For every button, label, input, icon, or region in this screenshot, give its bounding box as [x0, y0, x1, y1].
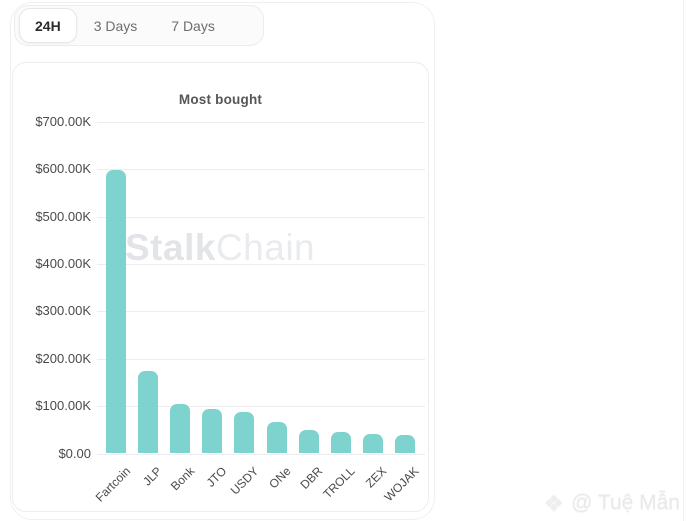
- y-gridline: [97, 121, 425, 123]
- credit-text: @ Tuệ Mẫn: [571, 491, 680, 514]
- y-gridline: [97, 406, 425, 408]
- y-axis-tick-label: $600.00K: [35, 161, 91, 177]
- chart-bar[interactable]: [138, 370, 159, 454]
- y-axis-tick-label: $400.00K: [35, 255, 91, 271]
- watermark-light-text: Chain: [215, 227, 316, 268]
- adjacent-panel-edge: [683, 0, 684, 521]
- x-axis-tick-label: Fartcoin: [92, 463, 133, 505]
- tab-24h[interactable]: 24H: [19, 8, 77, 43]
- y-gridline: [97, 358, 425, 360]
- x-axis-tick-label: WOJAK: [381, 463, 422, 504]
- x-axis-tick-label: TROLL: [320, 463, 358, 501]
- x-axis-tick-label: JLP: [140, 463, 166, 489]
- chart-title: Most bought: [178, 92, 263, 107]
- y-axis-tick-label: $300.00K: [35, 303, 91, 319]
- y-axis-tick-label: $700.00K: [35, 113, 91, 129]
- chart-bar[interactable]: [170, 404, 191, 454]
- y-axis-tick-label: $200.00K: [35, 350, 91, 366]
- y-gridline: [97, 453, 425, 455]
- watermark-bold-text: Stalk: [125, 227, 216, 268]
- chart-bar[interactable]: [234, 411, 255, 454]
- diamond-icon: ❖: [543, 489, 565, 516]
- y-axis-tick-label: $0.00: [58, 445, 91, 461]
- chart-bar[interactable]: [362, 434, 383, 454]
- y-gridline: [97, 169, 425, 171]
- stalkchain-watermark: StalkChain: [125, 227, 315, 269]
- chart-bar[interactable]: [298, 429, 319, 454]
- y-gridline: [97, 311, 425, 313]
- chart-bar[interactable]: [266, 421, 287, 454]
- chart-bar[interactable]: [106, 170, 126, 454]
- x-axis-tick-label: USDY: [227, 463, 262, 497]
- y-axis-tick-label: $100.00K: [35, 398, 91, 414]
- most-bought-chart-card: StalkChain Most bought $700.00K $600.00K $…: [12, 62, 429, 512]
- tab-3-days[interactable]: 3 Days: [93, 17, 138, 34]
- x-axis-tick-label: Bonk: [167, 463, 198, 493]
- chart-bar[interactable]: [330, 431, 351, 454]
- y-gridline: [97, 216, 425, 218]
- y-axis-tick-label: $500.00K: [35, 208, 91, 224]
- x-axis-tick-label: JTO: [203, 463, 230, 490]
- x-axis-tick-label: ZEX: [363, 463, 390, 490]
- tab-7-days[interactable]: 7 Days: [171, 17, 215, 34]
- chart-bar[interactable]: [202, 409, 223, 454]
- y-gridline: [97, 263, 425, 265]
- credit-watermark: ❖ @ Tuệ Mẫn: [544, 491, 681, 515]
- x-axis-tick-label: DBR: [297, 463, 326, 492]
- timeframe-tabbar: 24H 3 Days 7 Days: [14, 5, 264, 46]
- chart-bar[interactable]: [394, 435, 415, 454]
- x-axis-tick-label: ONe: [266, 463, 294, 491]
